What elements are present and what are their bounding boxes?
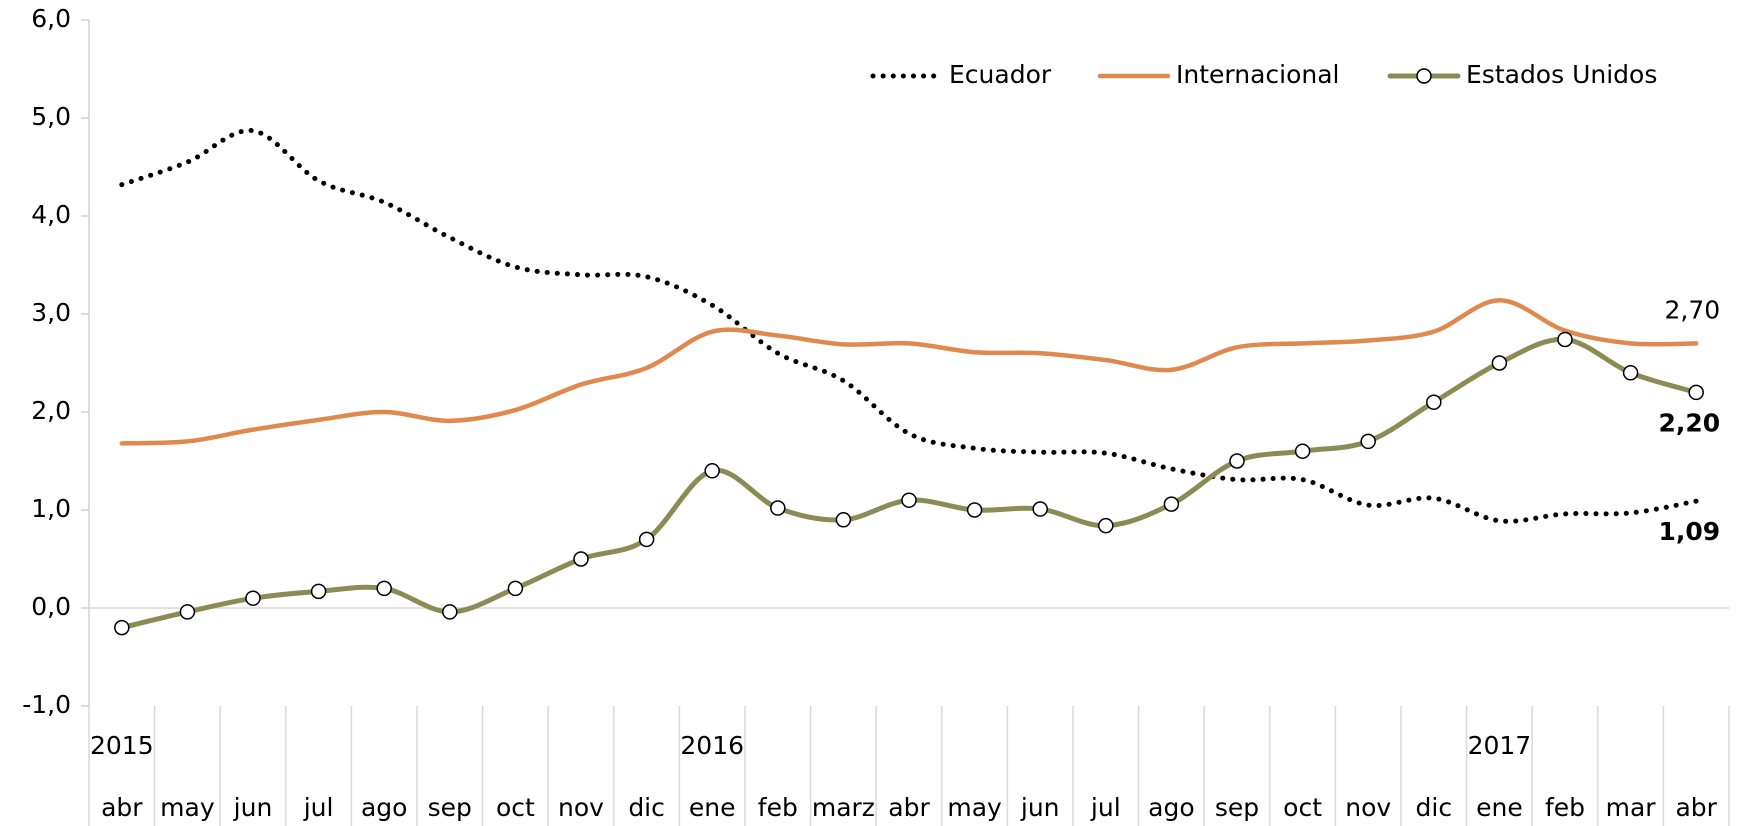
legend-label: Ecuador xyxy=(949,60,1052,89)
value-label: 1,09 xyxy=(1659,517,1721,546)
value-label: 2,20 xyxy=(1659,408,1721,437)
x-tick-label: abr xyxy=(888,793,930,822)
x-tick-label: feb xyxy=(1545,793,1585,822)
marker xyxy=(1229,453,1245,469)
marker xyxy=(1426,394,1442,410)
x-tick-label: jun xyxy=(1020,793,1060,822)
x-tick-label: may xyxy=(947,793,1002,822)
marker xyxy=(245,590,261,606)
marker xyxy=(1622,365,1639,381)
y-tick-label: 4,0 xyxy=(31,200,71,229)
x-tick-label: jun xyxy=(233,793,273,822)
marker xyxy=(1098,517,1114,534)
x-tick-label: feb xyxy=(758,793,798,822)
x-tick-label: ago xyxy=(1148,793,1194,822)
y-tick-label: 2,0 xyxy=(31,396,71,425)
x-tick-label: ene xyxy=(689,793,736,822)
marker xyxy=(376,580,392,597)
legend-label: Estados Unidos xyxy=(1466,60,1657,89)
x-tick-label: dic xyxy=(1416,793,1453,822)
y-tick-label: 6,0 xyxy=(31,4,71,33)
x-tick-label: may xyxy=(160,793,215,822)
year-label: 2015 xyxy=(90,731,154,760)
x-tick-label: marz xyxy=(812,793,875,822)
marker xyxy=(114,619,130,636)
marker xyxy=(1294,443,1311,459)
x-tick-label: oct xyxy=(1283,793,1322,822)
series-line xyxy=(119,298,1699,446)
marker xyxy=(704,463,720,479)
y-tick-label: 5,0 xyxy=(31,102,71,131)
marker xyxy=(1032,501,1048,517)
marker xyxy=(835,512,852,528)
x-tick-label: sep xyxy=(428,793,472,822)
series-line xyxy=(119,128,1699,524)
x-tick-label: dic xyxy=(628,793,665,822)
x-tick-label: nov xyxy=(1345,793,1391,822)
marker xyxy=(179,604,196,620)
y-tick-label: -1,0 xyxy=(22,690,71,719)
marker xyxy=(310,583,327,600)
x-tick-label: abr xyxy=(101,793,143,822)
marker xyxy=(442,604,458,620)
legend-label: Internacional xyxy=(1176,60,1340,89)
year-label: 2016 xyxy=(680,731,744,760)
marker xyxy=(901,492,917,508)
x-tick-label: jul xyxy=(1090,793,1121,822)
x-tick-label: jul xyxy=(303,793,334,822)
x-tick-label: sep xyxy=(1215,793,1259,822)
y-tick-label: 0,0 xyxy=(31,592,71,621)
x-tick-label: nov xyxy=(558,793,604,822)
x-tick-label: oct xyxy=(496,793,535,822)
year-label: 2017 xyxy=(1468,731,1532,760)
x-tick-label: ene xyxy=(1476,793,1523,822)
marker xyxy=(573,551,589,567)
series-line xyxy=(119,336,1699,631)
y-tick-label: 3,0 xyxy=(31,298,71,327)
x-tick-label: mar xyxy=(1606,793,1657,822)
y-tick-label: 1,0 xyxy=(31,494,71,523)
marker xyxy=(1491,355,1508,371)
value-label: 2,70 xyxy=(1665,295,1721,324)
marker xyxy=(638,531,655,548)
marker xyxy=(1688,384,1704,401)
x-tick-label: abr xyxy=(1675,793,1717,822)
marker xyxy=(1557,331,1573,348)
marker xyxy=(1360,433,1376,450)
marker xyxy=(966,502,983,518)
legend-marker xyxy=(1416,68,1432,84)
marker xyxy=(1163,496,1180,512)
x-tick-label: ago xyxy=(361,793,407,822)
marker xyxy=(770,500,786,516)
marker xyxy=(507,580,524,597)
